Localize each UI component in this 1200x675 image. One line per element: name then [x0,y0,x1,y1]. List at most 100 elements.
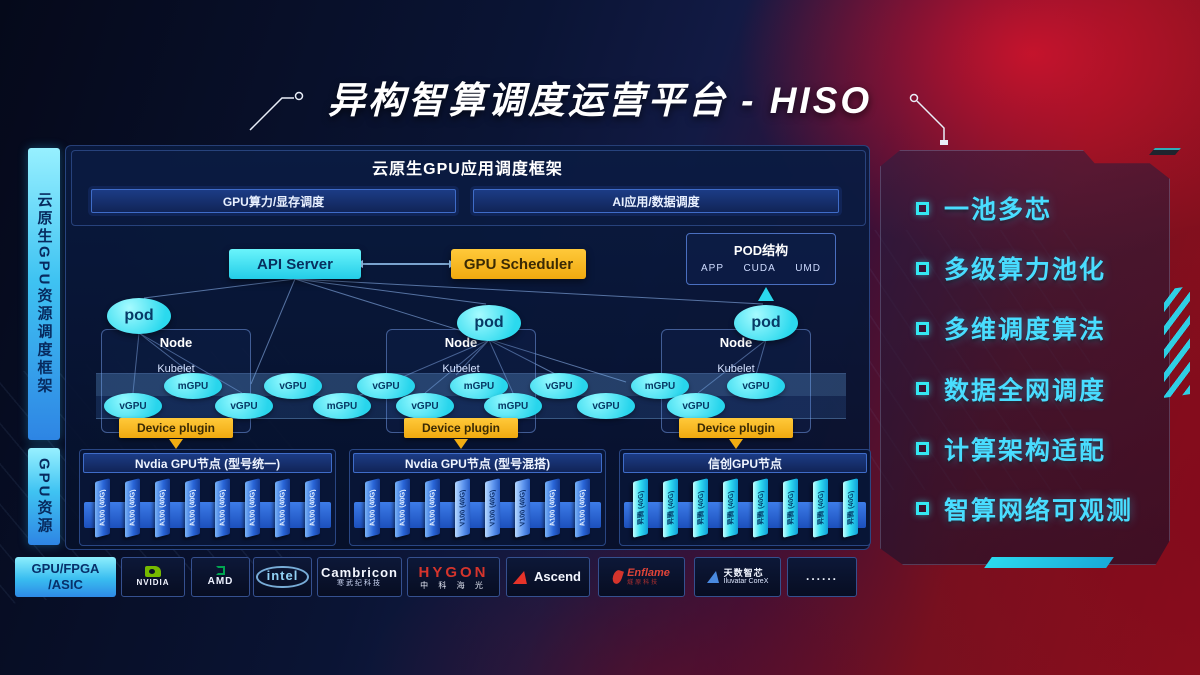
gpu-card: A100 (40G) [155,478,170,538]
checkbox-bullet-icon [916,261,929,275]
hygon-logo-label: HYGON [418,563,489,581]
gpu-card: 昇腾 (40G) [812,478,828,538]
enflame-logo: Enflame 燧原科技 [598,557,685,597]
gpu-card: A100 (40G) [365,478,380,538]
gpu-card: A100 (40G) [245,478,260,538]
iluvatar-logo-sublabel: Iluvatar CoreX [723,578,769,586]
gpu-card: 昇腾 (40G) [722,478,738,538]
chip-types-box: GPU/FPGA /ASIC [15,557,116,597]
page-title-wrap: 异构智算调度运营平台 - HISO [0,70,1200,124]
feature-item-observable-network: 智算网络可观测 [916,491,1170,527]
enflame-logo-label: Enflame [627,567,670,580]
device-plugin-down-arrow-icon [729,439,743,449]
chip-line2: /ASIC [48,577,83,592]
enflame-logo-icon [611,568,625,586]
feature-label: 一池多芯 [944,196,1053,225]
lane-ai-app-data: AI应用/数据调度 [473,189,839,213]
pod-structure-item-cuda: CUDA [743,263,776,274]
feature-label: 多级算力池化 [944,256,1107,285]
more-vendors-box: ...... [787,557,857,597]
nvidia-logo-icon [145,566,161,578]
gpu-ellipse: mGPU [631,373,689,399]
gpu-card: A100 (40G) [395,478,410,538]
gpu-ellipse: vGPU [667,393,725,419]
hazard-stripes-decoration [1164,286,1190,398]
pod-ellipse-2: pod [457,305,521,341]
checkbox-bullet-icon [916,502,929,516]
nvidia-logo: NVIDIA [121,557,185,597]
feature-item-arch-adaptation: 计算架构适配 [916,431,1170,467]
feature-item-multidim-scheduling: 多维调度算法 [916,310,1170,346]
pod-structure-title: POD结构 [733,243,789,258]
feature-label: 多维调度算法 [944,316,1107,345]
scheduler-diagram-panel: 云原生GPU应用调度框架 GPU算力/显存调度 AI应用/数据调度 API Se… [65,145,871,550]
node-label: Node [444,335,478,350]
gpu-card: A100 (40G) [95,478,110,538]
gpu-ellipse: mGPU [484,393,542,419]
checkbox-bullet-icon [916,442,929,456]
pod-structure-item-umd: UMD [795,263,821,274]
amd-logo: AMD [191,557,250,597]
chip-line1: GPU/FPGA [31,560,100,576]
iluvatar-logo: 天数智芯 Iluvatar CoreX [694,557,781,597]
iluvatar-logo-icon [706,571,719,583]
pod-ellipse-1: pod [107,298,171,334]
rail-framework-label: 云原生GPU资源调度框架 [35,192,53,396]
gpu-card: A100 (40G) [215,478,230,538]
feature-label: 数据全网调度 [944,376,1107,405]
title-right-circuit-icon [909,93,948,145]
kubelet-label: Kubelet [442,363,480,375]
more-vendors-label: ...... [805,569,838,584]
feature-item-multilevel-pooling: 多级算力池化 [916,250,1170,286]
cambricon-logo-sublabel: 寒武纪科技 [337,580,382,588]
gpu-card: 昇腾 (40G) [782,478,798,538]
ascend-logo-label: Ascend [534,568,581,584]
gpu-card: V100 (40G) [485,478,500,538]
gpu-card: A100 (40G) [545,478,560,538]
checkbox-bullet-icon [916,321,929,335]
lane-gpu-compute-memory: GPU算力/显存调度 [91,189,456,213]
gpu-card: 昇腾 (40G) [692,478,708,538]
amd-logo-icon [216,566,225,576]
rail-resource-label: GPU资源 [35,457,53,536]
device-plugin-down-arrow-icon [169,439,183,449]
gpu-scheduler-box: GPU Scheduler [451,249,586,279]
gpu-card: V100 (40G) [515,478,530,538]
gpu-card: 昇腾 (40G) [632,478,648,538]
amd-logo-label: AMD [207,576,234,588]
cambricon-logo: Cambricon 寒武纪科技 [317,557,402,597]
node-label: Node [719,335,753,350]
gpu-ellipse: vGPU [215,393,273,419]
gpu-card: V100 (40G) [455,478,470,538]
gpu-card: 昇腾 (40G) [752,478,768,538]
gpu-node-group-xinchuang: 信创GPU节点 昇腾 (40G) 昇腾 (40G) 昇腾 (40G) 昇腾 (4… [619,449,871,546]
device-plugin-down-arrow-icon [454,439,468,449]
panel-bottom-accent [984,557,1114,568]
title-left-circuit-icon [249,91,304,131]
kubelet-label: Kubelet [157,363,195,375]
hygon-logo-sublabel: 中 科 海 光 [420,581,487,591]
pod-structure-item-app: APP [701,263,725,274]
gpu-card: 昇腾 (40G) [662,478,678,538]
gpu-ellipse: vGPU [396,393,454,419]
feature-item-multi-chip-pool: 一池多芯 [916,190,1170,226]
gpu-card: A100 (40G) [125,478,140,538]
gpu-node-group-title: Nvdia GPU节点 (型号统一) [83,453,332,473]
gpu-ellipse: vGPU [727,373,785,399]
checkbox-bullet-icon [916,201,929,215]
gpu-node-group-title: Nvdia GPU节点 (型号混搭) [353,453,602,473]
node-label: Node [159,335,193,350]
pod-structure-up-arrow-icon [758,287,774,301]
feature-label: 计算架构适配 [944,436,1107,465]
intel-logo-label: intel [255,565,310,589]
app-scheduling-subframe [71,150,866,226]
gpu-card: A100 (40G) [575,478,590,538]
gpu-node-group-mixed: Nvdia GPU节点 (型号混搭) A100 (40G) A100 (40G)… [349,449,606,546]
gpu-card: A100 (40G) [185,478,200,538]
gpu-card: A100 (40G) [305,478,320,538]
rail-gpu-resource: GPU资源 [28,448,60,545]
hygon-logo: HYGON 中 科 海 光 [407,557,500,597]
gpu-ellipse: vGPU [357,373,415,399]
intel-logo: intel [253,557,312,597]
